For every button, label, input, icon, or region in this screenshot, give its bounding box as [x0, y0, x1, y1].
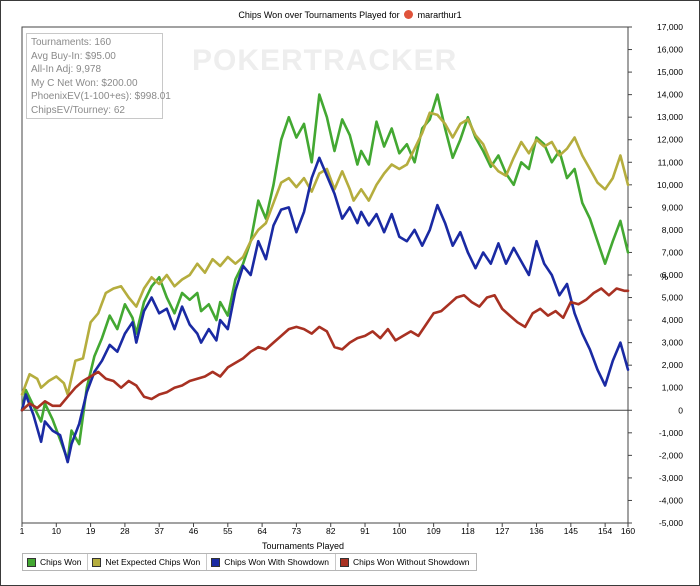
x-tick-label: 73 [292, 526, 302, 536]
stat-chips-ev: ChipsEV/Tourney: 62 [31, 104, 125, 116]
legend-item-with-showdown[interactable]: Chips Won With Showdown [207, 554, 336, 570]
x-tick-label: 100 [392, 526, 406, 536]
y-tick-label: 11,000 [658, 157, 684, 167]
x-tick-label: 136 [529, 526, 543, 536]
legend-label: Chips Won With Showdown [224, 557, 329, 567]
x-tick-label: 160 [621, 526, 635, 536]
x-tick-label: 1 [20, 526, 25, 536]
legend-label: Chips Won Without Showdown [352, 557, 470, 567]
legend-item-without-showdown[interactable]: Chips Won Without Showdown [336, 554, 476, 570]
y-tick-label: 7,000 [662, 247, 684, 257]
x-tick-label: 10 [52, 526, 62, 536]
legend: Chips Won Net Expected Chips Won Chips W… [22, 553, 477, 571]
y-tick-label: -3,000 [659, 473, 683, 483]
watermark: POKERTRACKER [192, 44, 458, 77]
y-tick-label: 9,000 [662, 202, 684, 212]
stat-all-in-adj: All-In Adj: 9,978 [31, 64, 102, 76]
legend-label: Net Expected Chips Won [105, 557, 201, 567]
player-name: mararthur1 [417, 10, 462, 20]
y-tick-label: 4,000 [662, 315, 684, 325]
series-line-0 [20, 93, 630, 462]
series-line-1 [20, 111, 630, 396]
x-tick-label: 109 [427, 526, 441, 536]
legend-item-chips-won[interactable]: Chips Won [23, 554, 89, 570]
y-tick-label: -4,000 [659, 495, 683, 505]
legend-swatch [339, 557, 349, 567]
x-tick-label: 28 [120, 526, 130, 536]
y-tick-label: -5,000 [659, 518, 683, 528]
y-tick-label: 6,000 [662, 270, 684, 280]
legend-item-net-expected[interactable]: Net Expected Chips Won [88, 554, 208, 570]
chart-title-text: Chips Won over Tournaments Played for [238, 10, 400, 20]
y-tick-label: 17,000 [657, 22, 683, 32]
stat-tournaments: Tournaments: 160 [31, 37, 112, 48]
x-tick-label: 145 [564, 526, 578, 536]
stat-avg-buy-in: Avg Buy-In: $95.00 [31, 50, 116, 62]
y-tick-label: 3,000 [662, 338, 684, 348]
y-tick-label: 1,000 [662, 383, 684, 393]
y-tick-label: 12,000 [657, 135, 683, 145]
y-axis-label: % [660, 272, 669, 282]
y-tick-label: 0 [678, 405, 683, 415]
x-tick-label: 127 [495, 526, 509, 536]
legend-label: Chips Won [40, 557, 82, 567]
y-tick-label: 14,000 [657, 90, 683, 100]
x-tick-label: 37 [154, 526, 164, 536]
stat-net-won: My C Net Won: $200.00 [31, 77, 138, 89]
series-line-2 [20, 156, 630, 464]
x-tick-label: 154 [598, 526, 612, 536]
legend-swatch [211, 557, 221, 567]
legend-swatch [27, 557, 36, 567]
x-tick-label: 64 [257, 526, 267, 536]
x-tick-label: 118 [461, 526, 475, 536]
y-tick-label: 16,000 [657, 45, 683, 55]
x-tick-label: 82 [326, 526, 336, 536]
x-tick-label: 91 [360, 526, 370, 536]
y-tick-label: 10,000 [657, 180, 683, 190]
x-tick-label: 55 [223, 526, 233, 536]
stats-box: Tournaments: 160 Avg Buy-In: $95.00 All-… [26, 33, 171, 119]
y-tick-label: 2,000 [662, 360, 684, 370]
legend-swatch [92, 557, 102, 567]
y-tick-label: 13,000 [657, 112, 683, 122]
chart-title: Chips Won over Tournaments Played for ma… [0, 10, 700, 20]
y-tick-label: 5,000 [662, 293, 684, 303]
stat-phoenix-ev: PhoenixEV(1-100+es): $998.01 [31, 91, 171, 103]
x-tick-label: 19 [86, 526, 96, 536]
y-tick-label: 15,000 [657, 67, 683, 77]
y-tick-label: -2,000 [659, 450, 683, 460]
y-tick-label: 8,000 [662, 225, 684, 235]
x-tick-label: 46 [189, 526, 199, 536]
pokertracker-logo-icon [404, 10, 414, 19]
y-tick-label: -1,000 [659, 428, 683, 438]
x-axis-label: Tournaments Played [262, 541, 345, 551]
series-line-3 [20, 287, 630, 412]
